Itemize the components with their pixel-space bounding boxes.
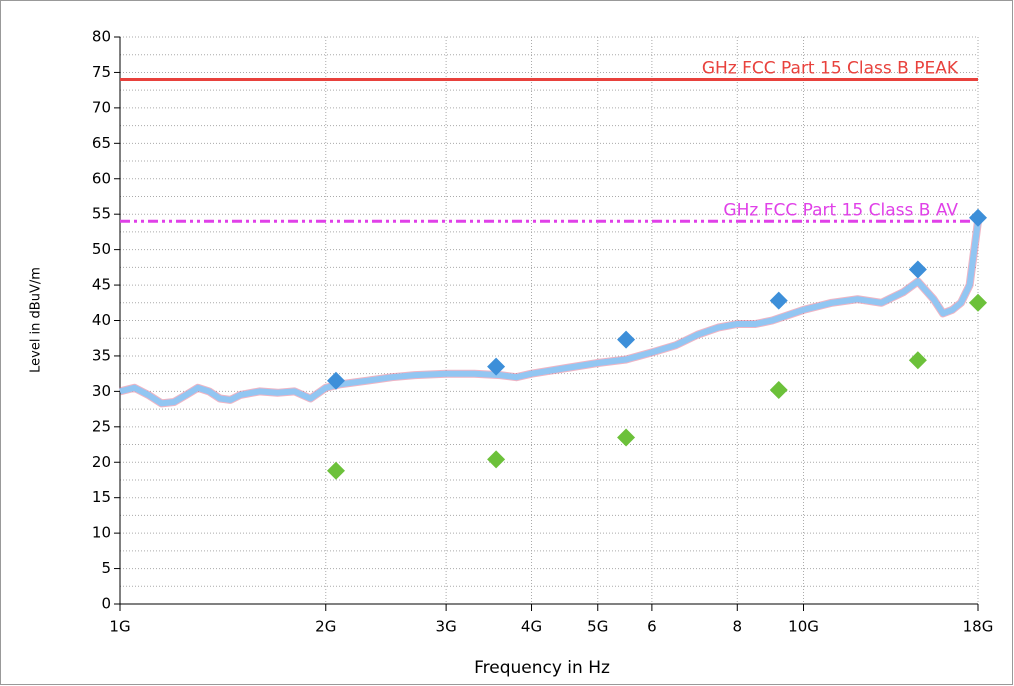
x-tick-label: 2G xyxy=(315,618,336,636)
y-tick-label: 25 xyxy=(92,417,111,435)
marker xyxy=(969,208,987,227)
y-tick-label: 55 xyxy=(92,205,111,223)
x-tick-label: 3G xyxy=(436,618,457,636)
y-tick-label: 40 xyxy=(92,311,111,329)
marker xyxy=(326,461,345,480)
y-tick-label: 50 xyxy=(92,240,111,258)
marker xyxy=(487,357,506,376)
limit-label: GHz FCC Part 15 Class B AV xyxy=(723,200,958,220)
y-tick-label: 65 xyxy=(92,134,111,152)
y-tick-label: 80 xyxy=(92,28,111,46)
x-tick-label: 1G xyxy=(109,618,130,636)
marker xyxy=(617,330,636,349)
x-tick-label: 4G xyxy=(521,618,542,636)
y-tick-label: 0 xyxy=(101,595,111,613)
y-tick-label: 20 xyxy=(92,453,111,471)
y-tick-label: 5 xyxy=(101,559,111,577)
x-tick-label: 5G xyxy=(587,618,608,636)
marker xyxy=(487,450,506,469)
marker xyxy=(769,380,788,399)
y-tick-label: 15 xyxy=(92,488,111,506)
marker xyxy=(769,291,788,310)
marker xyxy=(617,428,636,447)
marker xyxy=(908,260,927,279)
marker xyxy=(326,371,345,390)
y-tick-label: 60 xyxy=(92,169,111,187)
limit-label: GHz FCC Part 15 Class B PEAK xyxy=(702,59,959,79)
marker xyxy=(908,351,927,370)
y-tick-label: 30 xyxy=(92,382,111,400)
x-tick-label: 10G xyxy=(788,618,819,636)
y-tick-label: 35 xyxy=(92,346,111,364)
marker xyxy=(969,293,987,312)
y-tick-label: 10 xyxy=(92,524,111,542)
x-tick-label: 8 xyxy=(733,618,743,636)
y-tick-label: 45 xyxy=(92,276,111,294)
y-tick-label: 70 xyxy=(92,98,111,116)
x-tick-label: 18G xyxy=(963,618,994,636)
y-axis-label: Level in dBuV/m xyxy=(29,267,44,373)
x-axis-label: Frequency in Hz xyxy=(474,658,610,678)
trace xyxy=(119,220,981,407)
x-tick-label: 6 xyxy=(647,618,657,636)
y-tick-label: 75 xyxy=(92,63,111,81)
